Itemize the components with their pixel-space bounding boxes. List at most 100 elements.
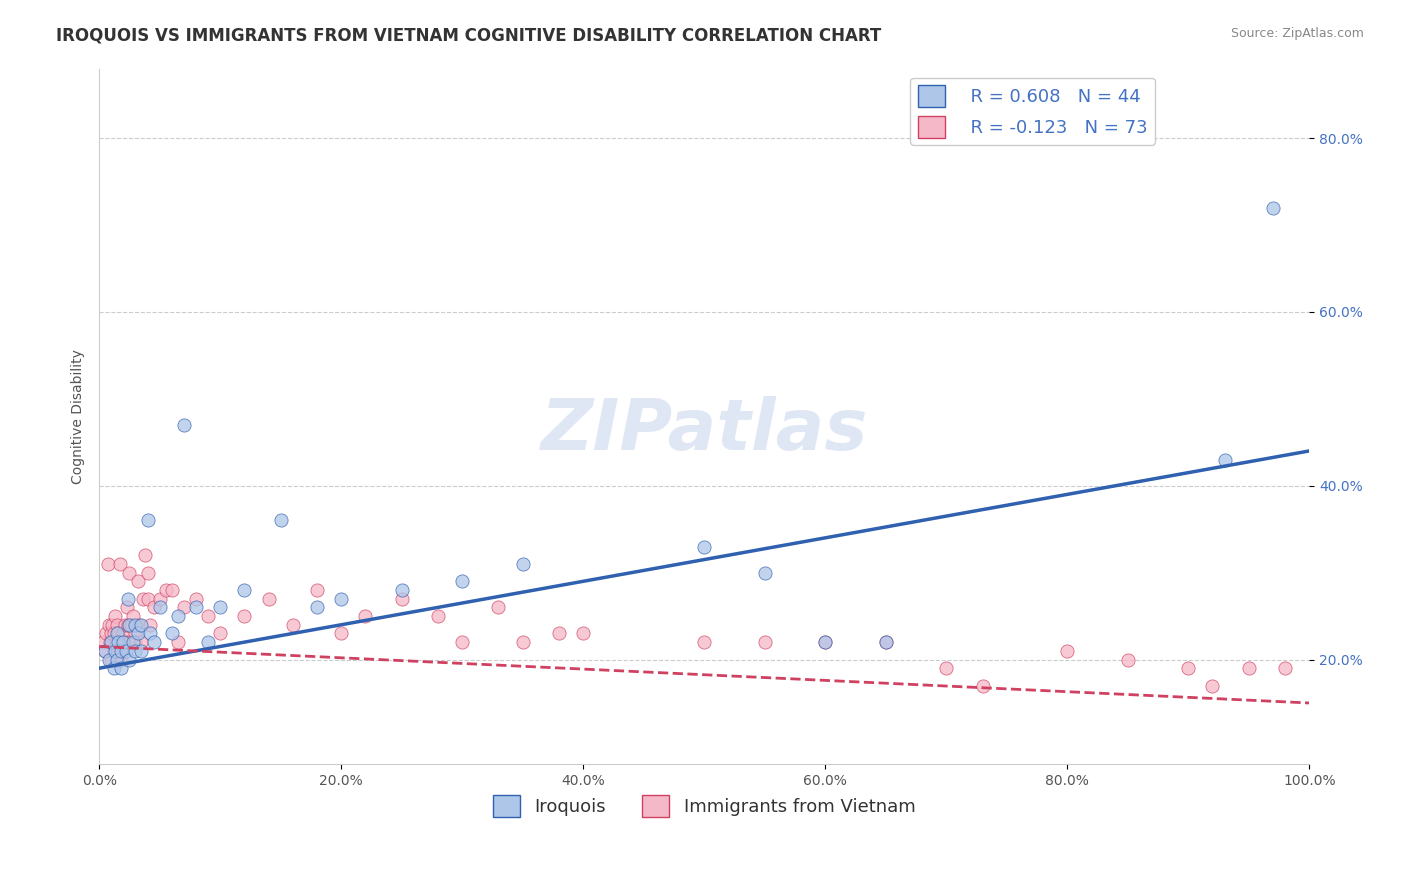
Point xyxy=(122,609,145,624)
Point xyxy=(875,635,897,649)
Text: IROQUOIS VS IMMIGRANTS FROM VIETNAM COGNITIVE DISABILITY CORRELATION CHART: IROQUOIS VS IMMIGRANTS FROM VIETNAM COGN… xyxy=(56,27,882,45)
Point xyxy=(131,635,153,649)
Point xyxy=(112,635,135,649)
Point xyxy=(197,635,219,649)
Point xyxy=(136,591,159,606)
Point xyxy=(142,635,165,649)
Point xyxy=(330,591,353,606)
Point xyxy=(233,609,256,624)
Point xyxy=(91,635,114,649)
Point xyxy=(693,635,716,649)
Point xyxy=(814,635,837,649)
Point xyxy=(149,600,172,615)
Point xyxy=(1213,452,1236,467)
Point xyxy=(427,609,450,624)
Point xyxy=(166,635,188,649)
Point xyxy=(100,652,122,666)
Point xyxy=(128,617,150,632)
Point xyxy=(1116,652,1139,666)
Text: Source: ZipAtlas.com: Source: ZipAtlas.com xyxy=(1230,27,1364,40)
Point xyxy=(391,582,413,597)
Point xyxy=(305,582,328,597)
Point xyxy=(142,600,165,615)
Point xyxy=(117,617,139,632)
Point xyxy=(155,582,177,597)
Point xyxy=(136,513,159,527)
Point xyxy=(107,635,129,649)
Point xyxy=(1177,661,1199,675)
Point xyxy=(548,626,571,640)
Point xyxy=(173,417,195,432)
Point xyxy=(330,626,353,640)
Point xyxy=(115,600,138,615)
Point xyxy=(1201,679,1223,693)
Point xyxy=(105,635,128,649)
Point xyxy=(754,566,776,580)
Point xyxy=(391,591,413,606)
Point xyxy=(118,635,141,649)
Point xyxy=(160,582,183,597)
Point xyxy=(117,591,139,606)
Point xyxy=(935,661,957,675)
Point xyxy=(98,635,121,649)
Point xyxy=(149,591,172,606)
Point xyxy=(120,617,142,632)
Point xyxy=(110,661,132,675)
Point xyxy=(104,644,127,658)
Point xyxy=(118,617,141,632)
Point xyxy=(112,644,135,658)
Point xyxy=(105,617,128,632)
Point xyxy=(233,582,256,597)
Point xyxy=(127,626,149,640)
Point xyxy=(107,626,129,640)
Point xyxy=(112,626,135,640)
Point xyxy=(131,591,153,606)
Point xyxy=(572,626,595,640)
Point xyxy=(257,591,280,606)
Point xyxy=(124,635,146,649)
Point xyxy=(814,635,837,649)
Point xyxy=(124,644,146,658)
Point xyxy=(305,600,328,615)
Point xyxy=(103,626,125,640)
Point xyxy=(101,617,124,632)
Point xyxy=(114,617,136,632)
Point xyxy=(103,644,125,658)
Point xyxy=(103,661,125,675)
Point xyxy=(270,513,292,527)
Point xyxy=(122,635,145,649)
Point xyxy=(114,644,136,658)
Point xyxy=(105,652,128,666)
Point xyxy=(100,626,122,640)
Point xyxy=(110,635,132,649)
Point xyxy=(209,600,232,615)
Point xyxy=(97,617,120,632)
Point xyxy=(97,652,120,666)
Point xyxy=(488,600,510,615)
Point xyxy=(354,609,377,624)
Point xyxy=(124,617,146,632)
Point xyxy=(105,626,128,640)
Point xyxy=(451,574,474,589)
Point xyxy=(108,557,131,571)
Point xyxy=(281,617,304,632)
Point xyxy=(1261,201,1284,215)
Point xyxy=(754,635,776,649)
Point xyxy=(173,600,195,615)
Point xyxy=(118,566,141,580)
Point xyxy=(136,566,159,580)
Point xyxy=(110,644,132,658)
Point xyxy=(131,617,153,632)
Point xyxy=(693,540,716,554)
Point xyxy=(184,591,207,606)
Point xyxy=(124,626,146,640)
Point xyxy=(94,644,117,658)
Point xyxy=(209,626,232,640)
Point xyxy=(127,574,149,589)
Point xyxy=(114,635,136,649)
Text: ZIPatlas: ZIPatlas xyxy=(540,395,868,465)
Point xyxy=(1056,644,1078,658)
Point xyxy=(131,644,153,658)
Point xyxy=(134,548,156,562)
Point xyxy=(512,557,534,571)
